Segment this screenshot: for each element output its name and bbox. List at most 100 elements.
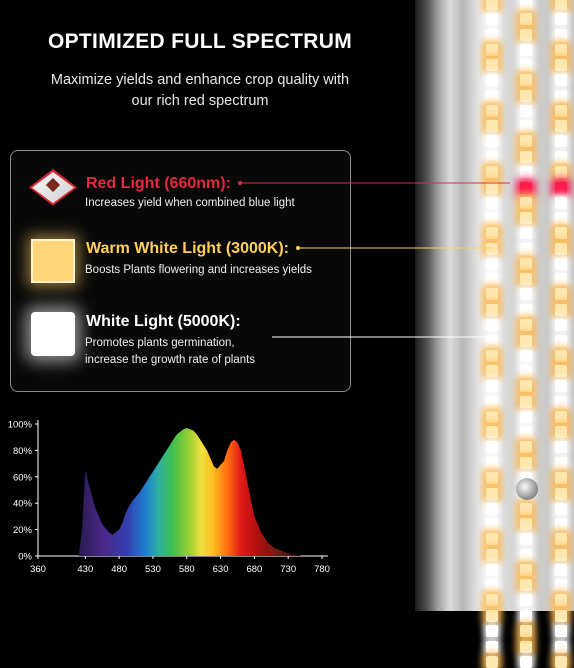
y-tick-label: 20% bbox=[13, 525, 33, 536]
led bbox=[486, 610, 498, 622]
led bbox=[486, 273, 498, 286]
led bbox=[520, 380, 532, 393]
y-tick-label: 60% bbox=[13, 472, 33, 483]
led bbox=[520, 13, 532, 25]
led bbox=[555, 640, 567, 653]
led bbox=[555, 579, 567, 592]
led bbox=[555, 610, 567, 622]
led bbox=[520, 74, 532, 87]
led bbox=[520, 319, 532, 331]
led bbox=[555, 304, 567, 316]
led bbox=[520, 0, 532, 10]
legend-item-title: Warm White Light (3000K): bbox=[86, 240, 289, 257]
page: OPTIMIZED FULL SPECTRUM Maximize yields … bbox=[8, 0, 574, 668]
led bbox=[520, 533, 532, 546]
led bbox=[555, 441, 567, 454]
led bbox=[520, 610, 532, 622]
led bbox=[555, 426, 567, 439]
led bbox=[555, 655, 567, 668]
led bbox=[555, 334, 567, 347]
led bbox=[520, 166, 532, 178]
led bbox=[520, 135, 532, 148]
led bbox=[555, 487, 567, 500]
warm-white-led-chip-icon bbox=[31, 239, 75, 283]
led bbox=[555, 135, 567, 148]
led bbox=[486, 28, 498, 41]
led bbox=[555, 273, 567, 286]
led bbox=[486, 594, 498, 607]
light-type-legend: Red Light (660nm): Increases yield when … bbox=[10, 150, 351, 392]
led bbox=[486, 395, 498, 408]
led bbox=[555, 104, 567, 117]
led bbox=[520, 640, 532, 653]
led bbox=[486, 655, 498, 668]
legend-item-desc-line-1: Promotes plants germination, bbox=[85, 337, 235, 349]
led bbox=[486, 242, 498, 255]
red-led bbox=[555, 181, 567, 194]
led bbox=[486, 196, 498, 209]
led bbox=[520, 59, 532, 72]
led bbox=[555, 472, 567, 484]
led bbox=[486, 257, 498, 270]
x-tick-label: 530 bbox=[145, 564, 161, 575]
led bbox=[555, 288, 567, 301]
led bbox=[555, 59, 567, 72]
led bbox=[520, 579, 532, 592]
led bbox=[555, 166, 567, 178]
led bbox=[555, 533, 567, 546]
x-axis-ticks: 360 430 480 530 580 630 680 730 780 bbox=[30, 556, 330, 575]
led bbox=[555, 380, 567, 393]
x-tick-label: 480 bbox=[111, 564, 127, 575]
led bbox=[520, 273, 532, 286]
x-tick-label: 580 bbox=[179, 564, 195, 575]
led bbox=[520, 89, 532, 102]
led bbox=[486, 166, 498, 178]
led bbox=[520, 410, 532, 423]
led bbox=[555, 395, 567, 408]
led bbox=[520, 625, 532, 637]
led bbox=[555, 43, 567, 56]
spectrum-area bbox=[78, 428, 302, 556]
legend-item-desc: Increases yield when combined blue light bbox=[85, 197, 295, 209]
led bbox=[555, 349, 567, 362]
legend-item-desc-line-2: increase the growth rate of plants bbox=[85, 354, 256, 366]
led bbox=[486, 43, 498, 56]
x-tick-label: 430 bbox=[77, 564, 93, 575]
led bbox=[520, 426, 532, 439]
led bbox=[486, 625, 498, 637]
led bbox=[555, 0, 567, 10]
led bbox=[520, 288, 532, 301]
led bbox=[520, 196, 532, 209]
led bbox=[486, 59, 498, 72]
led bbox=[520, 441, 532, 454]
led bbox=[486, 349, 498, 362]
led bbox=[486, 288, 498, 301]
led bbox=[520, 349, 532, 362]
led bbox=[486, 212, 498, 225]
led bbox=[555, 28, 567, 41]
page-subtitle: Maximize yields and enhance crop quality… bbox=[20, 70, 380, 112]
led bbox=[486, 334, 498, 347]
led bbox=[555, 594, 567, 607]
y-tick-label: 40% bbox=[13, 499, 33, 510]
led bbox=[520, 502, 532, 515]
led bbox=[520, 365, 532, 378]
led bbox=[486, 426, 498, 439]
warm-leader-dot bbox=[296, 246, 300, 250]
led bbox=[555, 13, 567, 25]
x-tick-label: 360 bbox=[30, 564, 46, 575]
led bbox=[486, 579, 498, 592]
led bbox=[486, 441, 498, 454]
led bbox=[486, 104, 498, 117]
led bbox=[486, 380, 498, 393]
y-tick-label: 80% bbox=[13, 446, 33, 457]
led bbox=[486, 457, 498, 469]
led bbox=[486, 151, 498, 163]
legend-item-desc: Boosts Plants flowering and increases yi… bbox=[85, 264, 312, 276]
y-tick-label: 0% bbox=[18, 552, 32, 563]
led bbox=[555, 502, 567, 515]
led bbox=[520, 334, 532, 347]
led bbox=[520, 548, 532, 561]
led bbox=[520, 563, 532, 576]
y-axis-ticks: 0% 20% 40% 60% 80% 100% bbox=[8, 420, 38, 563]
